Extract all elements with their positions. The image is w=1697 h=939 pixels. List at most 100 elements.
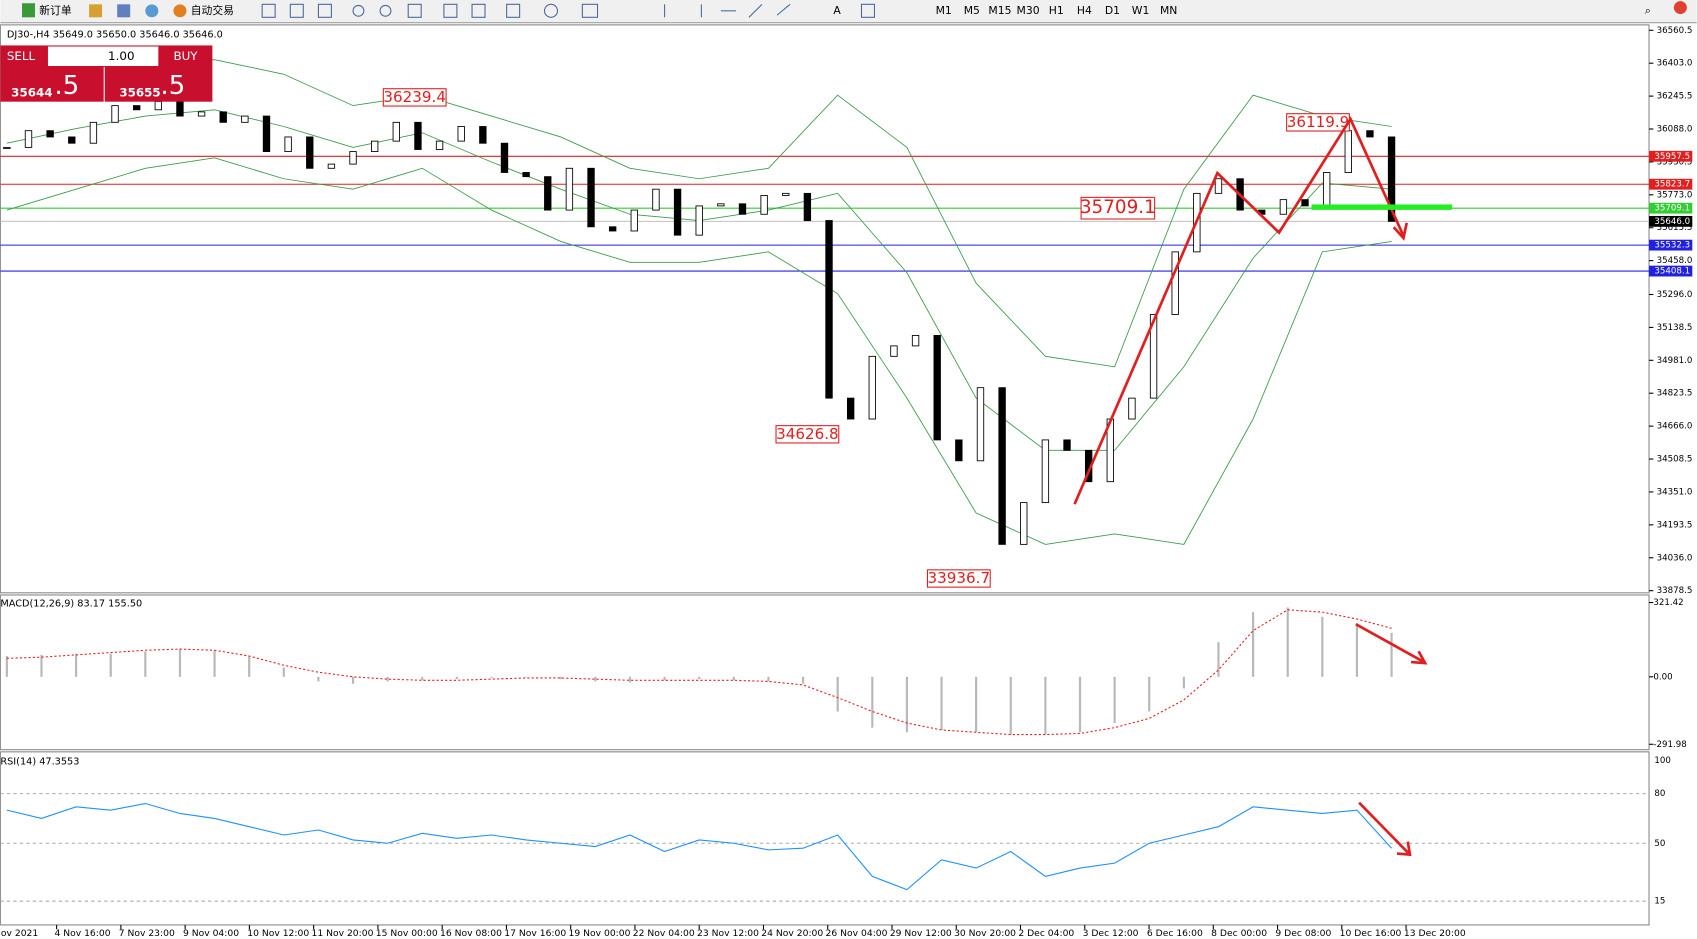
timeframe-button[interactable]: D1 — [1105, 4, 1120, 17]
price-level-tag — [1649, 178, 1693, 190]
timeframe-button[interactable]: W1 — [1132, 4, 1150, 17]
tool-icon[interactable] — [471, 3, 486, 18]
candle — [89, 121, 98, 144]
lots-input[interactable] — [47, 46, 159, 66]
macd-arrow — [1355, 623, 1425, 664]
price-annotation: 36239.4 — [383, 88, 446, 106]
candle — [219, 111, 227, 123]
zigzag-arrow — [1073, 116, 1405, 505]
candle — [695, 205, 703, 236]
tool-icon[interactable] — [443, 3, 458, 18]
macd-bar — [75, 653, 78, 677]
x-tick-label: 24 Nov 20:00 — [761, 928, 823, 939]
y-tick-label: 34981.0 — [1657, 356, 1693, 366]
channel[interactable] — [776, 3, 791, 16]
price-level-label: 35532.3 — [1654, 241, 1690, 251]
y-tick-label: 35773.0 — [1657, 190, 1693, 200]
macd-bar — [1182, 676, 1185, 689]
tool-icon[interactable] — [317, 3, 332, 18]
y-tick-label: 35930.5 — [1657, 157, 1693, 167]
price-annotation: 36119.9 — [1287, 113, 1350, 131]
tool-icon[interactable] — [261, 3, 276, 18]
candle — [154, 101, 162, 111]
notification-badge[interactable] — [1673, 1, 1687, 15]
candle — [349, 151, 357, 165]
toolbar-icon[interactable] — [117, 4, 131, 18]
y-tick-label: 34666.0 — [1657, 422, 1693, 432]
new-order-button[interactable]: 新订单 — [39, 3, 72, 17]
candle — [738, 203, 747, 215]
macd-bar — [663, 676, 666, 681]
candle — [1322, 172, 1331, 207]
sell-button[interactable]: SELL — [7, 49, 36, 63]
candle — [1171, 251, 1179, 315]
macd-bar — [698, 676, 701, 680]
timeframe-button[interactable]: MN — [1160, 4, 1177, 17]
sell-price[interactable]: 35644 — [11, 86, 52, 100]
macd-bar — [1009, 676, 1012, 735]
timeframe-button[interactable]: M5 — [964, 4, 980, 17]
text-tool[interactable]: A — [833, 4, 841, 17]
macd-bar — [905, 676, 908, 733]
periods[interactable] — [543, 3, 559, 18]
y-tick-label: 0.00 — [1653, 672, 1672, 682]
sell-price-pips[interactable]: .5 — [54, 71, 79, 101]
candle — [327, 163, 336, 169]
text-label[interactable] — [860, 3, 876, 18]
buy-price[interactable]: 35655 — [119, 86, 160, 100]
candle — [565, 167, 574, 211]
timeframe-button[interactable]: M1 — [936, 4, 952, 17]
candle — [176, 101, 184, 117]
zoom-out[interactable] — [379, 4, 392, 17]
timeframe-button[interactable]: M30 — [1017, 4, 1040, 17]
lots-value[interactable]: 1.00 — [108, 49, 134, 63]
drawn-arrows — [1073, 116, 1428, 857]
trend-line[interactable] — [748, 3, 763, 18]
auto-trading-icon[interactable] — [173, 4, 187, 18]
buy-button[interactable]: BUY — [173, 49, 198, 63]
candle — [370, 140, 379, 153]
templates[interactable] — [581, 3, 599, 18]
macd-bar — [1390, 632, 1393, 677]
tile-windows[interactable] — [407, 3, 422, 18]
macd-bar — [317, 676, 320, 682]
y-tick-label: 35138.5 — [1657, 323, 1693, 333]
timeframe-button[interactable]: M15 — [988, 4, 1011, 17]
macd-bar — [144, 651, 147, 677]
candle — [803, 192, 812, 221]
arrow-head — [1392, 222, 1409, 241]
timeframe-button[interactable]: H4 — [1077, 4, 1092, 17]
search[interactable]: ⌕ — [1645, 4, 1651, 17]
timeframe-button[interactable]: H1 — [1049, 4, 1064, 17]
toolbar-icon[interactable] — [89, 4, 103, 18]
one-click-trading: SELL 1.00 BUY 35644 .5 35655 .5 — [0, 45, 213, 102]
candle — [1301, 199, 1309, 207]
toolbar-icon[interactable] — [145, 4, 159, 18]
x-tick-label: 3 Dec 12:00 — [1083, 928, 1139, 939]
auto-trading-button[interactable]: 自动交易 — [191, 3, 234, 17]
arrow-head — [1396, 841, 1412, 857]
macd-bar — [801, 676, 805, 684]
price-level-label: 35823.7 — [1654, 180, 1690, 190]
macd-bar — [248, 656, 251, 677]
macd-bar — [594, 676, 597, 682]
x-tick-label: 2 Dec 04:00 — [1018, 928, 1074, 939]
y-tick-label: 36245.5 — [1657, 92, 1693, 102]
buy-price-pips[interactable]: .5 — [160, 71, 185, 101]
candle — [911, 335, 920, 347]
price-level-label: 35957.5 — [1654, 152, 1690, 162]
bollinger-band — [6, 59, 1392, 368]
macd-bar — [836, 676, 839, 712]
macd-bar — [1148, 676, 1151, 712]
candle — [241, 115, 249, 123]
x-tick-label: 8 Dec 00:00 — [1211, 928, 1267, 939]
candle — [890, 345, 898, 357]
y-tick-label: 15 — [1654, 897, 1665, 907]
candle — [933, 335, 941, 441]
new-order-icon[interactable] — [22, 3, 35, 18]
zoom-in[interactable] — [352, 4, 365, 17]
candle — [673, 188, 682, 236]
indicators[interactable] — [506, 3, 521, 18]
macd-bar — [109, 653, 112, 677]
tool-icon[interactable] — [289, 3, 304, 18]
